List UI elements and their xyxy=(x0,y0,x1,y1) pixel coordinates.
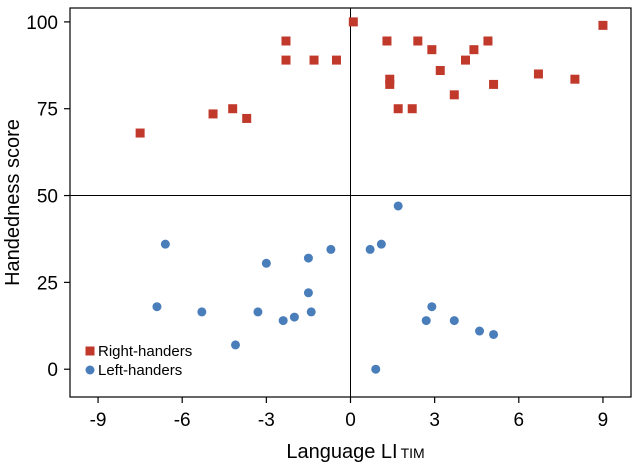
point-left-handers xyxy=(230,340,240,350)
reference-lines xyxy=(70,8,631,397)
legend-marker-right-handers xyxy=(85,346,95,356)
point-right-handers xyxy=(393,104,403,114)
point-left-handers xyxy=(421,316,431,326)
data-points xyxy=(135,17,608,374)
x-axis-title: Language LI TIM xyxy=(286,441,424,463)
point-left-handers xyxy=(489,329,499,339)
axis-titles: Language LI TIM Handedness score xyxy=(2,119,425,463)
legend-label-left-handers: Left-handers xyxy=(98,362,182,379)
legend: Right-handers Left-handers xyxy=(85,343,192,379)
x-tick-label: -9 xyxy=(90,410,107,431)
point-right-handers xyxy=(533,69,543,79)
point-left-handers xyxy=(261,258,271,268)
point-right-handers xyxy=(413,36,423,46)
legend-label-right-handers: Right-handers xyxy=(98,343,192,360)
x-tick-label: 3 xyxy=(429,410,440,431)
point-left-handers xyxy=(371,364,381,374)
point-left-handers xyxy=(365,244,375,254)
x-tick-label: 0 xyxy=(345,410,356,431)
point-left-handers xyxy=(197,307,207,317)
y-tick-label: 25 xyxy=(37,273,58,294)
x-tick-label: -6 xyxy=(174,410,191,431)
point-right-handers xyxy=(382,36,392,46)
point-left-handers xyxy=(449,316,459,326)
y-tick-label: 50 xyxy=(37,187,58,208)
point-right-handers xyxy=(489,79,499,89)
point-right-handers xyxy=(449,90,459,100)
point-right-handers xyxy=(427,45,437,55)
point-right-handers xyxy=(228,104,238,114)
point-right-handers xyxy=(281,36,291,46)
point-left-handers xyxy=(160,239,170,249)
point-right-handers xyxy=(461,55,471,65)
point-left-handers xyxy=(306,307,316,317)
y-axis-title: Handedness score xyxy=(2,119,24,286)
point-left-handers xyxy=(152,302,162,312)
x-tick-label: 9 xyxy=(598,410,609,431)
point-right-handers xyxy=(407,104,417,114)
point-right-handers xyxy=(469,45,479,55)
point-right-handers xyxy=(135,128,145,138)
point-right-handers xyxy=(570,74,580,84)
point-right-handers xyxy=(242,113,252,123)
x-tick-label: -3 xyxy=(258,410,275,431)
y-tick-label: 100 xyxy=(26,13,58,34)
point-right-handers xyxy=(483,36,493,46)
point-left-handers xyxy=(253,307,263,317)
point-left-handers xyxy=(376,239,386,249)
point-left-handers xyxy=(326,244,336,254)
point-right-handers xyxy=(385,79,395,89)
point-right-handers xyxy=(281,55,291,65)
point-right-handers xyxy=(331,55,341,65)
point-left-handers xyxy=(393,201,403,211)
legend-marker-left-handers xyxy=(85,365,95,375)
point-left-handers xyxy=(303,253,313,263)
point-left-handers xyxy=(289,312,299,322)
axes: -9 -6 -3 0 3 6 9 0 25 50 75 100 xyxy=(26,7,632,431)
point-left-handers xyxy=(303,288,313,298)
point-right-handers xyxy=(348,17,358,27)
y-tick-label: 0 xyxy=(47,360,58,381)
point-right-handers xyxy=(598,20,608,30)
point-right-handers xyxy=(309,55,319,65)
point-right-handers xyxy=(435,66,445,76)
point-left-handers xyxy=(427,302,437,312)
point-right-handers xyxy=(385,74,395,84)
point-left-handers xyxy=(475,326,485,336)
y-tick-label: 75 xyxy=(37,100,58,121)
x-tick-label: 6 xyxy=(514,410,525,431)
point-right-handers xyxy=(208,109,218,119)
point-left-handers xyxy=(278,316,288,326)
